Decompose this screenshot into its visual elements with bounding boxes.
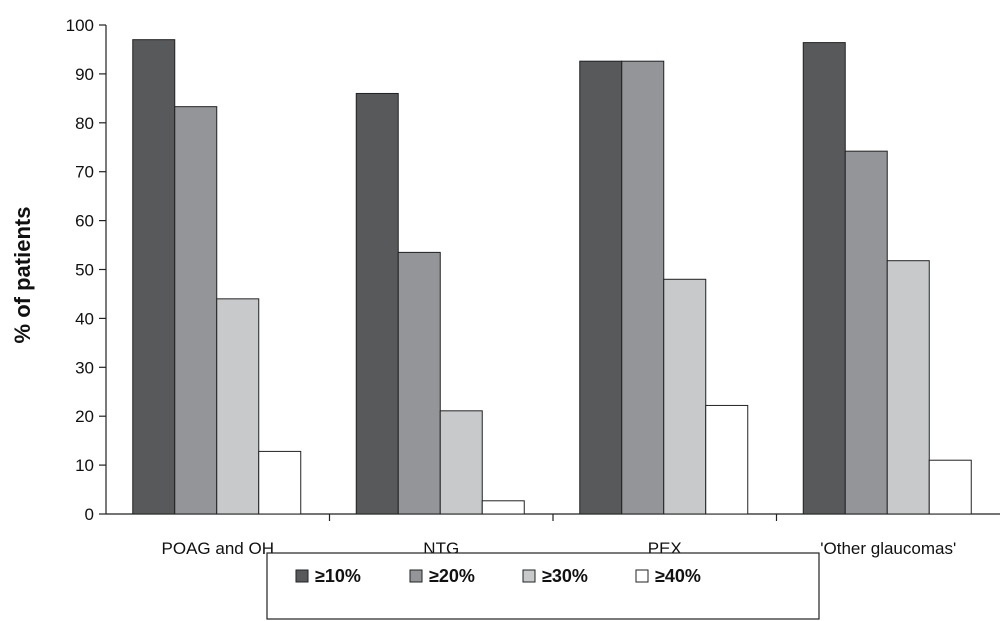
bars-group bbox=[132, 39, 972, 515]
bar bbox=[844, 150, 888, 515]
legend-swatch bbox=[522, 569, 536, 583]
x-category-label: 'Other glaucomas' bbox=[820, 539, 956, 558]
legend: ≥10% ≥20% ≥30% ≥40% bbox=[266, 552, 820, 620]
bar bbox=[355, 92, 399, 515]
bar bbox=[802, 42, 846, 515]
bar bbox=[174, 106, 218, 515]
bar bbox=[397, 251, 441, 515]
y-tick-label: 20 bbox=[75, 407, 94, 426]
legend-box bbox=[266, 552, 820, 620]
bar bbox=[621, 60, 665, 515]
y-tick-label: 0 bbox=[85, 505, 94, 524]
y-tick-label: 90 bbox=[75, 65, 94, 84]
y-axis-title: % of patients bbox=[10, 207, 35, 344]
legend-swatch bbox=[409, 569, 423, 583]
x-axis: POAG and OH NTG PEX 'Other glaucomas' bbox=[106, 513, 1000, 558]
legend-swatch bbox=[295, 569, 309, 583]
bar bbox=[132, 39, 176, 515]
bar bbox=[928, 459, 972, 515]
bar bbox=[886, 260, 930, 515]
y-axis: 0 10 20 30 40 50 60 70 80 90 100 bbox=[66, 16, 107, 524]
legend-label: ≥10% bbox=[315, 566, 361, 586]
legend-label: ≥20% bbox=[429, 566, 475, 586]
y-tick-label: 80 bbox=[75, 114, 94, 133]
bar bbox=[663, 278, 707, 515]
y-tick-label: 60 bbox=[75, 212, 94, 231]
x-category-label: POAG and OH bbox=[162, 539, 274, 558]
bar bbox=[216, 298, 260, 515]
y-tick-label: 30 bbox=[75, 358, 94, 377]
y-tick-label: 10 bbox=[75, 456, 94, 475]
y-tick-label: 70 bbox=[75, 163, 94, 182]
bar bbox=[258, 450, 302, 515]
y-tick-label: 50 bbox=[75, 261, 94, 280]
legend-label: ≥40% bbox=[655, 566, 701, 586]
legend-swatch bbox=[635, 569, 649, 583]
legend-label: ≥30% bbox=[542, 566, 588, 586]
bar bbox=[705, 404, 749, 515]
bar bbox=[579, 60, 623, 515]
bar bbox=[481, 500, 525, 515]
y-tick-label: 40 bbox=[75, 309, 94, 328]
bar bbox=[439, 410, 483, 515]
y-tick-label: 100 bbox=[66, 16, 94, 35]
